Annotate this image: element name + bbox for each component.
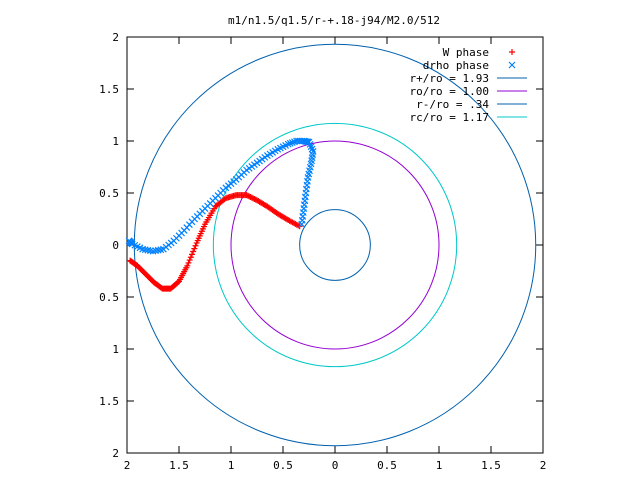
y-tick-label: 0.5	[99, 187, 119, 200]
w-phase-point	[193, 239, 200, 246]
y-tick-label: 2	[112, 31, 119, 44]
drho-phase-point	[141, 246, 149, 254]
y-tick-label: 0.5	[99, 291, 119, 304]
reference-circle	[230, 140, 440, 350]
w-phase-point	[190, 248, 197, 255]
legend-label: r+/ro = 1.93	[410, 72, 489, 85]
y-tick-label: 2	[112, 447, 119, 460]
legend-label: ro/ro = 1.00	[410, 85, 489, 98]
w-phase-point	[187, 254, 194, 261]
w-phase-point	[128, 258, 135, 265]
drho-phase-point	[291, 138, 298, 146]
drho-phase-point	[159, 245, 167, 253]
legend-plus-sample	[509, 49, 515, 55]
drho-phase-point	[146, 247, 154, 255]
reference-circle	[299, 209, 371, 281]
x-tick-label: 1.5	[481, 459, 501, 472]
reference-circle	[212, 122, 458, 368]
legend-label: drho phase	[423, 59, 489, 72]
drho-phase-point	[154, 246, 162, 254]
x-tick-label: 1	[436, 459, 443, 472]
legend-label: r-/ro = .34	[416, 98, 489, 111]
x-tick-label: 1.5	[169, 459, 189, 472]
drho-phase-point	[293, 137, 300, 145]
drho-phase-point	[157, 246, 165, 254]
y-tick-label: 0	[112, 239, 119, 252]
w-phase-point	[186, 257, 193, 264]
chart-title: m1/n1.5/q1.5/r-+.18-j94/M2.0/512	[228, 14, 440, 27]
y-tick-label: 1.5	[99, 395, 119, 408]
y-tick-label: 1	[112, 135, 119, 148]
w-phase-series	[127, 192, 303, 292]
y-tick-label: 1	[112, 343, 119, 356]
w-phase-point	[127, 257, 134, 264]
drho-phase-point	[149, 247, 157, 255]
legend-label: W phase	[443, 46, 489, 59]
legend-x-sample	[508, 61, 516, 69]
x-tick-label: 2	[124, 459, 131, 472]
x-tick-label: 0.5	[273, 459, 293, 472]
legend-label: rc/ro = 1.17	[410, 111, 489, 124]
drho-phase-point	[152, 247, 160, 255]
drho-phase-point	[286, 139, 294, 147]
y-tick-label: 1.5	[99, 83, 119, 96]
w-phase-point	[185, 259, 192, 266]
drho-phase-point	[288, 139, 296, 146]
x-tick-label: 1	[228, 459, 235, 472]
drho-phase-series	[125, 137, 317, 255]
x-tick-label: 2	[540, 459, 547, 472]
phase-points	[125, 137, 317, 292]
w-phase-point	[192, 242, 199, 249]
axis-ticks: 2 1.5 1 0.5 0 0.5 1 1.5 221.510.500.511.52	[99, 31, 546, 472]
drho-phase-point	[125, 237, 133, 245]
w-phase-point	[213, 202, 220, 209]
w-phase-point	[191, 245, 198, 252]
x-tick-label: 0	[332, 459, 339, 472]
w-phase-point	[189, 251, 195, 258]
drho-phase-point	[144, 246, 152, 254]
x-tick-label: 0.5	[377, 459, 397, 472]
